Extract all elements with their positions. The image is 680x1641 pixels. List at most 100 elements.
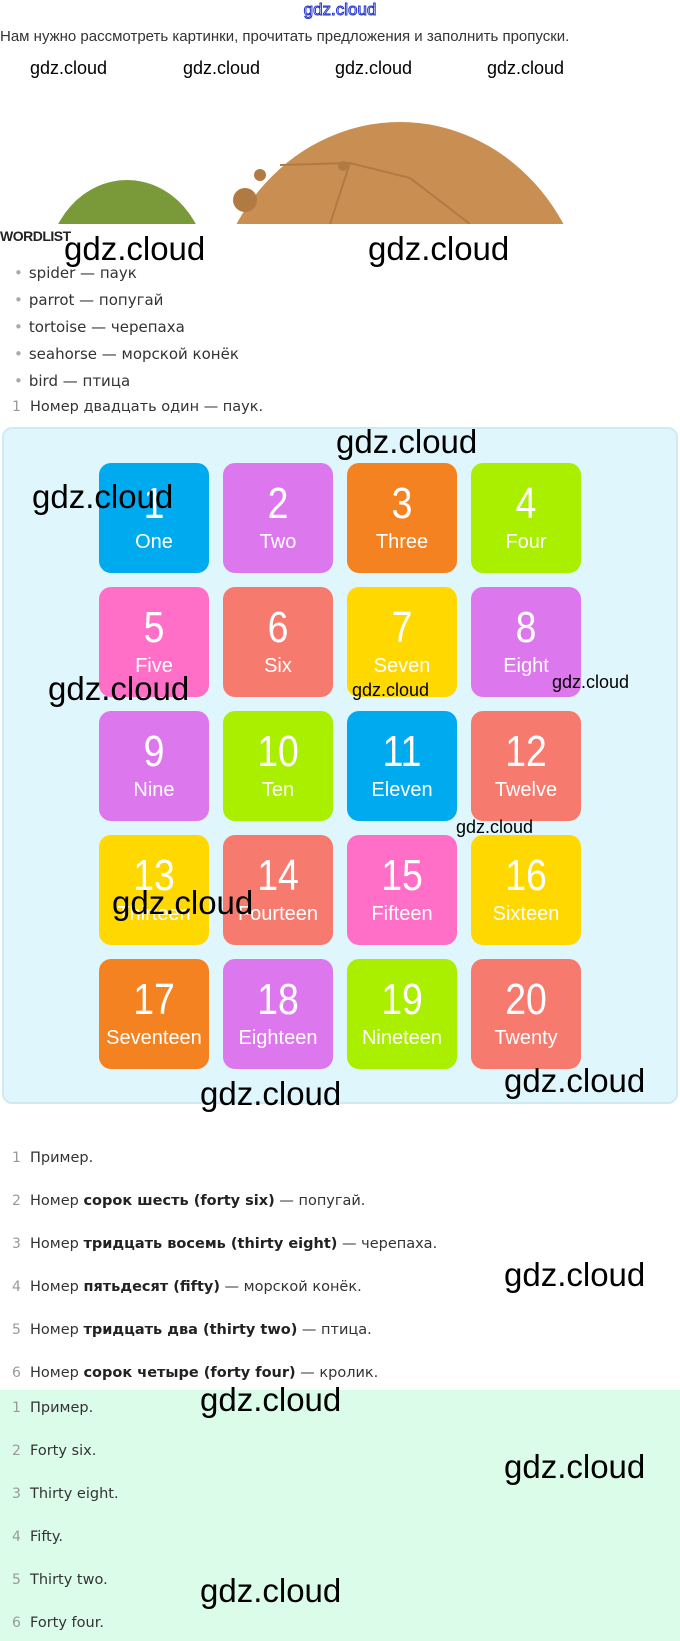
tile-number: 14 [257,851,299,900]
number-tile: 18 Eighteen [223,959,333,1069]
tile-number: 16 [505,851,547,900]
wordlist-item: seahorse — морской конёк [14,345,239,363]
tile-word: Ten [261,779,295,801]
number-tile: 4 Four [471,463,581,573]
watermark: gdz.cloud [504,1256,646,1293]
number-tile: 6 Six [223,587,333,697]
watermark: gdz.cloud [336,423,478,460]
watermark: gdz.cloud [48,670,190,707]
watermark: gdz.cloud [335,58,413,78]
watermark: gdz.cloud [352,680,430,700]
wordlist-item: bird — птица [14,372,130,390]
tile-number: 10 [257,727,299,776]
number-tile: 20 Twenty [471,959,581,1069]
tile-word: One [135,531,173,553]
tile-number: 17 [133,975,175,1024]
watermark: gdz.cloud [504,1448,646,1485]
short-answer-item: 4 Fifty. [12,1529,63,1545]
number-tile: 16 Sixteen [471,835,581,945]
number-tile: 13 Thirteen [99,835,209,945]
list-item: 1 Номер двадцать один — паук. [12,399,264,415]
tile-word: Five [135,655,173,677]
short-answer-item: 1 Пример. [12,1400,94,1416]
watermark: gdz.cloud [368,230,510,267]
watermark: gdz.cloud [200,1572,342,1609]
tile-word: Eleven [371,779,433,801]
short-answer-item: 2 Forty six. [12,1443,97,1459]
answer-item: 4 Номер пятьдесят (fifty) — морской конёк… [12,1279,362,1295]
tile-word: Nineteen [361,1027,443,1049]
tile-number: 18 [257,975,299,1024]
tile-word: Twenty [494,1027,558,1049]
task-intro: Нам нужно рассмотреть картинки, прочитат… [0,28,570,45]
answer-block [0,1390,680,1641]
answer-item: 6 Номер сорок четыре (forty four) — кроли… [12,1365,379,1381]
number-tile: 8 Eight [471,587,581,697]
tile-number: 4 [515,479,537,528]
short-answer-item: 3 Thirty eight. [12,1486,119,1502]
number-tile: 7 Seven [347,587,457,697]
tile-word: Sixteen [492,903,560,925]
number-tile: 9 Nine [99,711,209,821]
answer-item: 1 Пример. [12,1150,94,1166]
tile-number: 7 [391,603,413,652]
watermark: gdz.cloud [200,1075,342,1112]
watermark: gdz.cloud [32,478,174,515]
watermark: gdz.cloud [200,1381,342,1418]
tile-number: 1 [143,479,165,528]
number-tile: 17 Seventeen [99,959,209,1069]
tile-word: Six [264,655,292,677]
tile-word: Nine [133,779,175,801]
tile-word: Eight [503,655,549,677]
short-answer-item: 5 Thirty two. [12,1572,108,1588]
tile-number: 15 [381,851,423,900]
number-tile: 19 Nineteen [347,959,457,1069]
tile-word: Twelve [494,779,558,801]
tile-word: Three [375,531,429,553]
wordlist-title: WORDLIST [0,228,71,244]
short-answer-item: 6 Forty four. [12,1615,104,1631]
animals-illustration [0,90,680,224]
number-tile: 15 Fifteen [347,835,457,945]
tile-number: 19 [381,975,423,1024]
tile-word: Four [505,531,547,553]
watermark: gdz.cloud [183,58,261,78]
number-tile: 5 Five [99,587,209,697]
tile-number: 6 [267,603,289,652]
number-tile: 3 Three [347,463,457,573]
number-tile: 1 One [99,463,209,573]
wordlist-item: spider — паук [14,264,137,282]
watermark: gdz.cloud [487,58,565,78]
tile-number: 9 [143,727,165,776]
number-tile: 11 Eleven [347,711,457,821]
tile-number: 5 [143,603,165,652]
tile-number: 13 [133,851,175,900]
tile-number: 3 [391,479,413,528]
tile-number: 20 [505,975,547,1024]
watermark: gdz.cloud [112,884,254,921]
site-watermark: gdz.cloud [303,0,377,20]
tile-number: 11 [382,727,422,776]
tile-word: Eighteen [238,1027,318,1049]
tile-number: 8 [515,603,537,652]
watermark: gdz.cloud [64,230,206,267]
tile-word: Fifteen [371,903,433,925]
answer-item: 5 Номер тридцать два (thirty two) — птица… [12,1322,372,1338]
number-tile: 2 Two [223,463,333,573]
number-tile: 12 Twelve [471,711,581,821]
tile-word: Seventeen [106,1027,202,1049]
answer-item: 3 Номер тридцать восемь (thirty eight) — … [12,1236,438,1252]
watermark: gdz.cloud [456,817,534,837]
watermark: gdz.cloud [30,58,108,78]
watermark: gdz.cloud [504,1062,646,1099]
wordlist-item: tortoise — черепаха [14,318,185,336]
tile-word: Fourteen [237,903,319,925]
tile-word: Two [259,531,297,553]
number-tile: 10 Ten [223,711,333,821]
wordlist-item: parrot — попугай [14,291,164,309]
tile-word: Thirteen [117,903,191,925]
number-tile: 14 Fourteen [223,835,333,945]
tile-number: 12 [505,727,547,776]
tile-word: Seven [373,655,431,677]
tile-number: 2 [267,479,289,528]
